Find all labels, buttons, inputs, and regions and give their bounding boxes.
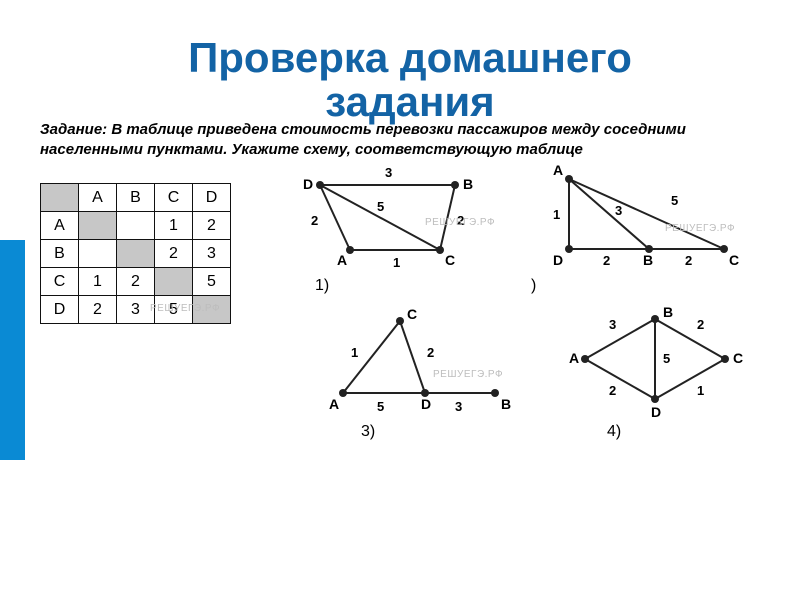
cell: 3 <box>117 296 155 324</box>
svg-text:C: C <box>733 350 743 366</box>
cell: 2 <box>117 268 155 296</box>
cell: 3 <box>193 240 231 268</box>
svg-text:D: D <box>421 396 431 412</box>
graph-4: 32215BACD <box>575 313 765 433</box>
row-C: C <box>41 268 79 296</box>
svg-text:B: B <box>463 176 473 192</box>
title-line1: Проверка домашнего <box>188 34 632 81</box>
graph-4-label: 4) <box>607 423 621 441</box>
slide-content: Проверка домашнего задания Задание: В та… <box>40 36 780 183</box>
svg-text:3: 3 <box>609 317 616 332</box>
row-A: A <box>41 212 79 240</box>
watermark: РЕШУЕГЭ.РФ <box>433 369 503 380</box>
svg-text:D: D <box>651 404 661 420</box>
svg-text:2: 2 <box>427 345 434 360</box>
watermark: РЕШУЕГЭ.РФ <box>425 217 495 228</box>
title-line2: задания <box>325 78 494 125</box>
sidebar-accent <box>0 240 25 460</box>
cell: 5 <box>193 268 231 296</box>
svg-text:3: 3 <box>385 165 392 180</box>
task-lead: Задание: <box>40 121 111 138</box>
svg-text:5: 5 <box>671 193 678 208</box>
col-D: D <box>193 184 231 212</box>
svg-text:A: A <box>553 162 563 178</box>
svg-text:D: D <box>303 176 313 192</box>
svg-text:1: 1 <box>351 345 358 360</box>
graph-2-label: ) <box>531 277 536 295</box>
slide-title: Проверка домашнего задания <box>40 36 780 124</box>
svg-text:A: A <box>569 350 579 366</box>
svg-text:B: B <box>501 396 511 412</box>
table-corner <box>41 184 79 212</box>
cell <box>79 212 117 240</box>
cell: 2 <box>193 212 231 240</box>
svg-text:3: 3 <box>455 399 462 414</box>
graph-3-label: 3) <box>361 423 375 441</box>
graph-1-label: 1) <box>315 277 329 295</box>
row-B: B <box>41 240 79 268</box>
col-B: B <box>117 184 155 212</box>
cost-table: A B C D A 1 2 B 2 3 <box>40 183 231 324</box>
cell <box>117 212 155 240</box>
svg-text:B: B <box>663 304 673 320</box>
svg-text:D: D <box>553 252 563 268</box>
svg-text:A: A <box>329 396 339 412</box>
task-text: Задание: В таблице приведена стоимость п… <box>40 120 780 159</box>
cell: 1 <box>79 268 117 296</box>
svg-text:1: 1 <box>553 207 560 222</box>
graph-1: 32521DBAC <box>315 175 495 285</box>
cell: 1 <box>155 212 193 240</box>
svg-text:5: 5 <box>377 399 384 414</box>
cell <box>155 268 193 296</box>
cell: 2 <box>79 296 117 324</box>
col-A: A <box>79 184 117 212</box>
svg-text:2: 2 <box>311 213 318 228</box>
svg-text:1: 1 <box>393 255 400 270</box>
graphs-container: 3 2 5 2 1 D B A C 1) РЕШУЕГЭ.РФ 1 3 5 2 2 A D B C ) РЕШУ… <box>295 165 795 495</box>
svg-text:2: 2 <box>603 253 610 268</box>
task-rest: В таблице приведена стоимость перевозки … <box>40 121 686 158</box>
svg-text:C: C <box>445 252 455 268</box>
row-D: D <box>41 296 79 324</box>
watermark: РЕШУЕГЭ.РФ <box>665 223 735 234</box>
cell <box>117 240 155 268</box>
svg-text:C: C <box>729 252 739 268</box>
watermark: РЕШУЕГЭ.РФ <box>150 303 220 314</box>
svg-text:2: 2 <box>697 317 704 332</box>
cell: 2 <box>155 240 193 268</box>
cell <box>79 240 117 268</box>
svg-text:C: C <box>407 306 417 322</box>
svg-text:5: 5 <box>663 351 670 366</box>
svg-text:2: 2 <box>609 383 616 398</box>
svg-text:5: 5 <box>377 199 384 214</box>
svg-text:3: 3 <box>615 203 622 218</box>
svg-text:B: B <box>643 252 653 268</box>
col-C: C <box>155 184 193 212</box>
svg-text:2: 2 <box>685 253 692 268</box>
svg-text:1: 1 <box>697 383 704 398</box>
svg-text:A: A <box>337 252 347 268</box>
